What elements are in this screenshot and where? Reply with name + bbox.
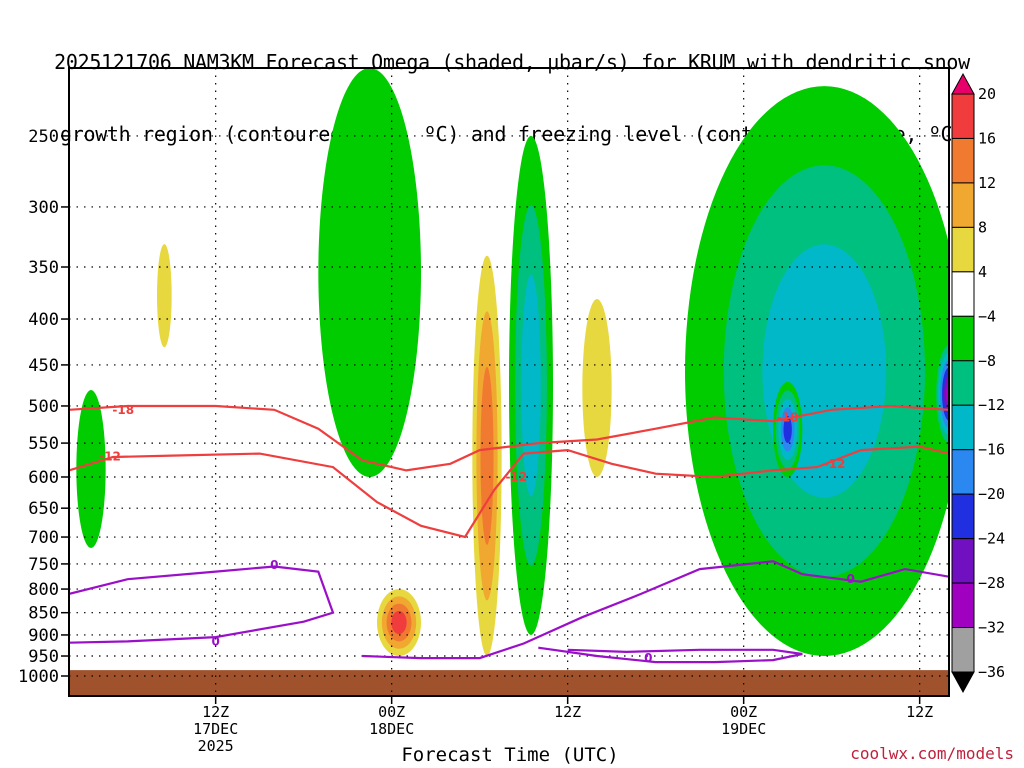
y-tick-label-550: 550: [28, 434, 59, 454]
colorbar-label-0: 20: [978, 85, 996, 103]
omega-region-weak-lift-12z-17dec-level-1: [157, 244, 172, 348]
omega-shading: [69, 68, 949, 696]
y-tick-label-950: 950: [28, 647, 59, 667]
contour-zero-east: [362, 560, 949, 660]
x-tick-label-0-2: 2025: [198, 737, 234, 755]
colorbar-swatch-10: [951, 493, 975, 540]
colorbar-swatch-7: [951, 360, 975, 406]
y-tick-label-1000: 1000: [18, 667, 59, 687]
y-tick-label-350: 350: [28, 258, 59, 278]
colorbar-label-5: −4: [978, 307, 996, 325]
contour-minus18: [69, 404, 949, 472]
colorbar-label-3: 8: [978, 218, 987, 236]
omega-region-early-snow-column-west-level-1: [76, 390, 106, 549]
y-tick-label-400: 400: [28, 310, 59, 330]
colorbar-bottom-arrow: [951, 671, 975, 694]
colorbar-swatch-5: [951, 271, 975, 317]
omega-region-sink-core-18dec-level-4: [391, 610, 407, 635]
colorbar-swatch-1: [951, 93, 975, 139]
y-tick-label-850: 850: [28, 604, 59, 624]
colorbar-label-13: −36: [978, 663, 1005, 681]
x-tick-label-0-0: 12Z: [202, 703, 229, 721]
x-axis-label: Forecast Time (UTC): [401, 744, 619, 766]
colorbar-label-7: −12: [978, 396, 1005, 414]
contour-minus18-label-east: -18: [777, 410, 799, 424]
contour-zero-west: [69, 565, 335, 644]
x-tick-label-36-0: 00Z: [730, 703, 757, 721]
plot-frame: [68, 67, 950, 697]
contour-zero-label-b: 0: [211, 634, 219, 648]
y-tick-label-750: 750: [28, 555, 59, 575]
colorbar-label-10: −24: [978, 530, 1005, 548]
colorbar-label-12: −32: [978, 619, 1005, 637]
colorbar-label-4: 4: [978, 263, 987, 281]
contour-zero-loop: [538, 646, 803, 664]
omega-region-lift-shaft-20z-level-3: [521, 274, 541, 497]
colorbar-swatch-8: [951, 404, 975, 451]
colorbar-label-9: −20: [978, 485, 1005, 503]
y-axis: 2503003504004505005506006507007508008509…: [18, 127, 69, 687]
colorbar-swatch-11: [951, 538, 975, 584]
colorbar-top-arrow: [951, 72, 975, 95]
x-tick-label-48-0: 12Z: [906, 703, 933, 721]
x-tick-label-12-0: 00Z: [378, 703, 405, 721]
omega-region-narrow-sink-column-level-3: [480, 366, 494, 545]
colorbar-swatch-4: [951, 226, 975, 273]
colorbar-swatch-13: [951, 627, 975, 673]
colorbar: 20 16 12 8 4 −4 −8 −12 −16 −20 −24 −28 −32 −36: [951, 72, 1005, 694]
colorbar-swatch-6: [951, 315, 975, 362]
colorbar-label-6: −8: [978, 352, 996, 370]
y-tick-label-700: 700: [28, 528, 59, 548]
x-tick-label-0-1: 17DEC: [193, 720, 238, 738]
x-tick-label-12-1: 18DEC: [369, 720, 414, 738]
colorbar-label-8: −16: [978, 441, 1005, 459]
colorbar-swatch-9: [951, 449, 975, 495]
credit-link[interactable]: coolwx.com/models: [850, 744, 1014, 763]
contour-zero-label-c: 0: [847, 572, 855, 586]
y-tick-label-500: 500: [28, 397, 59, 417]
x-tick-label-36-1: 19DEC: [721, 720, 766, 738]
colorbar-swatch-12: [951, 582, 975, 629]
y-tick-label-900: 900: [28, 626, 59, 646]
colorbar-swatch-2: [951, 137, 975, 184]
contour-zero-label-a: 0: [270, 558, 278, 572]
contour-minus12: [69, 445, 949, 539]
y-tick-label-650: 650: [28, 499, 59, 519]
contour-zero-label-d: 0: [644, 651, 652, 665]
colorbar-label-2: 12: [978, 174, 996, 192]
y-tick-label-300: 300: [28, 198, 59, 218]
x-tick-label-24-0: 12Z: [554, 703, 581, 721]
y-tick-label-600: 600: [28, 468, 59, 488]
contour-minus18-label-west: -18: [112, 403, 134, 417]
contour-minus12-label-mid: -12: [505, 470, 527, 484]
omega-region-lift-columns-18dec-level-1: [318, 68, 421, 477]
contour-minus12-label-east: -12: [824, 457, 846, 471]
y-tick-label-800: 800: [28, 580, 59, 600]
omega-region-strong-lift-core-03z-level-5: [783, 415, 792, 444]
title-line-1: 2025121706 NAM3KM Forecast Omega (shaded…: [54, 50, 970, 74]
temperature-contours: -18 -18 -12 -12 -12 0 0 0 0: [69, 403, 949, 665]
contour-minus12-label-west: -12: [99, 449, 121, 463]
y-tick-label-250: 250: [28, 127, 59, 147]
omega-region-weak-sink-near-06z-level-1: [582, 299, 612, 477]
y-tick-label-450: 450: [28, 356, 59, 376]
colorbar-swatch-3: [951, 182, 975, 228]
terrain-strip: [69, 670, 949, 696]
colorbar-label-11: −28: [978, 574, 1005, 592]
colorbar-label-1: 16: [978, 130, 996, 148]
